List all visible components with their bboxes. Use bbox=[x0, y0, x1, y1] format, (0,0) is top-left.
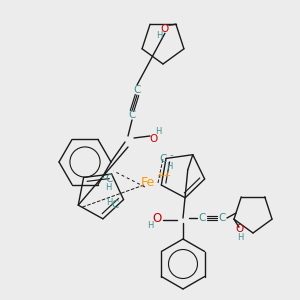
Text: C: C bbox=[112, 200, 119, 210]
Text: H: H bbox=[105, 182, 112, 191]
Text: H: H bbox=[156, 31, 162, 40]
Text: O: O bbox=[149, 134, 157, 144]
Text: C: C bbox=[105, 174, 112, 184]
Text: C: C bbox=[128, 110, 136, 120]
Text: C: C bbox=[218, 213, 226, 223]
Text: -: - bbox=[101, 172, 104, 182]
Text: ++: ++ bbox=[157, 172, 172, 181]
Text: Fe: Fe bbox=[141, 176, 155, 190]
Text: O: O bbox=[236, 224, 244, 234]
Text: H: H bbox=[237, 233, 243, 242]
Text: H: H bbox=[155, 128, 161, 136]
Text: H: H bbox=[147, 221, 153, 230]
Text: O: O bbox=[161, 24, 169, 34]
Text: C: C bbox=[159, 154, 167, 164]
Text: O: O bbox=[152, 212, 162, 224]
Text: C: C bbox=[133, 85, 141, 95]
Text: C: C bbox=[198, 213, 206, 223]
Text: -: - bbox=[169, 151, 173, 160]
Text: H: H bbox=[106, 198, 113, 207]
Text: H: H bbox=[166, 162, 172, 171]
